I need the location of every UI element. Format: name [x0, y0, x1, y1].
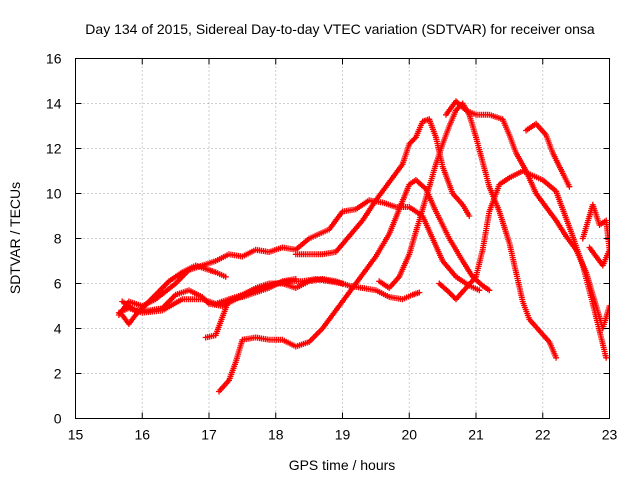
x-tick-label: 21	[468, 427, 484, 443]
tick-layer: 15 16 17 18 19 20 21 22 23 0 2 4 6 8 10 12 14 16	[46, 51, 618, 443]
x-tick-label: 16	[134, 427, 150, 443]
x-tick-label: 22	[535, 427, 551, 443]
y-tick-label: 2	[54, 366, 62, 382]
plus-marker-track	[579, 201, 610, 269]
x-tick-label: 23	[602, 427, 618, 443]
x-tick-label: 15	[68, 427, 84, 443]
series-layer	[115, 98, 610, 395]
y-tick-label: 0	[54, 411, 62, 427]
plus-marker-track	[119, 262, 229, 327]
x-tick-label: 17	[201, 427, 217, 443]
series-track-l	[579, 201, 610, 269]
plus-marker-track	[216, 177, 493, 395]
y-tick-label: 8	[54, 231, 62, 247]
y-tick-label: 14	[46, 96, 62, 112]
series-track-f	[202, 276, 299, 341]
y-axis-label: SDTVAR / TECUs	[7, 182, 23, 294]
chart-title: Day 134 of 2015, Sidereal Day-to-day VTE…	[85, 21, 595, 37]
y-tick-label: 4	[54, 321, 62, 337]
y-tick-label: 12	[46, 141, 62, 157]
y-tick-label: 16	[46, 51, 62, 67]
x-tick-label: 20	[401, 427, 417, 443]
series-track-h	[376, 100, 560, 361]
x-tick-label: 18	[268, 427, 284, 443]
y-tick-label: 6	[54, 276, 62, 292]
plus-marker-track	[202, 276, 299, 341]
plus-marker-track	[443, 98, 610, 332]
series-track-k	[523, 120, 573, 190]
series-track-e	[216, 177, 493, 395]
y-tick-label: 10	[46, 186, 62, 202]
grid-layer	[75, 58, 610, 419]
x-tick-label: 19	[335, 427, 351, 443]
series-track-d	[119, 262, 229, 327]
series-track-j	[443, 98, 610, 332]
x-axis-label: GPS time / hours	[289, 457, 396, 473]
plus-marker-track	[523, 120, 573, 190]
plus-marker-track	[376, 100, 560, 361]
